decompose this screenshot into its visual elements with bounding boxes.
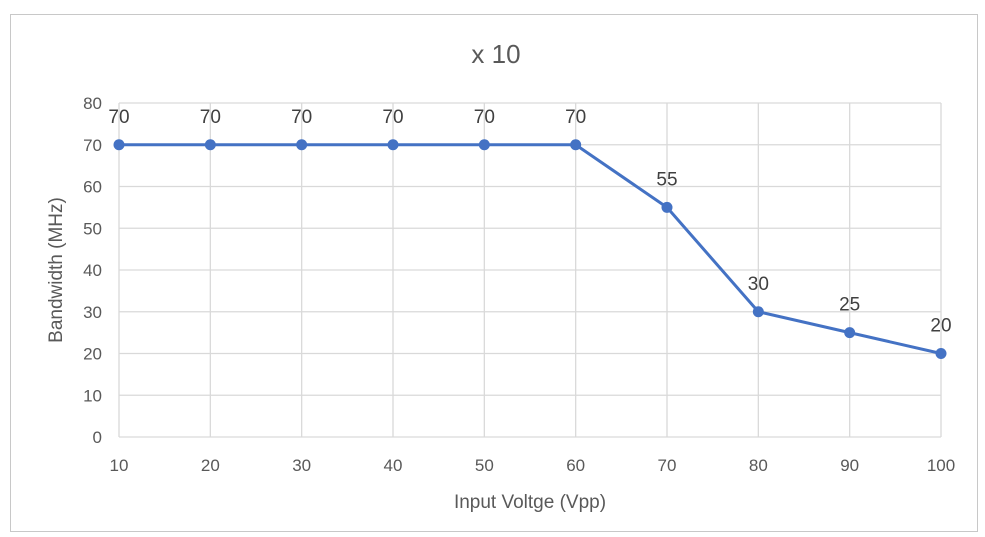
- data-point: [844, 327, 856, 339]
- data-point: [204, 139, 216, 151]
- data-label: 70: [200, 107, 221, 128]
- data-point: [935, 348, 947, 359]
- data-label: 25: [839, 295, 860, 316]
- x-axis-ticks: 10 20 30 40 50 60 70 80 90 100: [110, 456, 956, 475]
- x-tick-label: 100: [927, 456, 955, 475]
- data-point: [296, 139, 308, 151]
- y-tick-label: 80: [83, 94, 102, 113]
- x-tick-label: 70: [658, 456, 677, 475]
- x-tick-label: 60: [566, 456, 585, 475]
- x-tick-label: 20: [201, 456, 220, 475]
- y-axis-ticks: 0 10 20 30 40 50 60 70 80: [83, 94, 102, 447]
- series-line: [119, 143, 942, 355]
- x-tick-label: 10: [110, 456, 129, 475]
- data-point: [478, 139, 490, 151]
- chart-title: x 10: [471, 39, 520, 69]
- data-label: 70: [291, 107, 312, 128]
- data-point: [752, 306, 764, 318]
- series-line-group: [113, 139, 947, 359]
- y-tick-label: 0: [93, 428, 102, 447]
- y-tick-label: 40: [83, 261, 102, 280]
- y-tick-label: 50: [83, 219, 102, 238]
- y-tick-label: 30: [83, 303, 102, 322]
- data-labels: 70 70 70 70 70 70 55 30 25 20: [108, 107, 951, 337]
- data-point: [387, 139, 399, 151]
- data-label: 55: [656, 169, 677, 190]
- gridlines: [118, 102, 942, 438]
- x-tick-label: 30: [292, 456, 311, 475]
- data-label: 70: [565, 107, 586, 128]
- x-axis-label: Input Voltge (Vpp): [454, 492, 606, 513]
- y-tick-label: 60: [83, 178, 102, 197]
- data-label: 70: [382, 107, 403, 128]
- data-label: 70: [474, 107, 495, 128]
- y-tick-label: 20: [83, 345, 102, 364]
- x-tick-label: 90: [840, 456, 859, 475]
- x-tick-label: 40: [384, 456, 403, 475]
- data-label: 70: [108, 107, 129, 128]
- x-tick-label: 50: [475, 456, 494, 475]
- data-point: [661, 201, 673, 213]
- y-tick-label: 10: [83, 386, 102, 405]
- x-tick-label: 80: [749, 456, 768, 475]
- data-point: [570, 139, 582, 151]
- y-axis-label: Bandwidth (MHz): [46, 197, 67, 343]
- chart-frame: [10, 14, 978, 532]
- y-tick-label: 70: [83, 136, 102, 155]
- data-label: 30: [748, 274, 769, 295]
- data-label: 20: [930, 316, 951, 337]
- data-point: [113, 139, 125, 151]
